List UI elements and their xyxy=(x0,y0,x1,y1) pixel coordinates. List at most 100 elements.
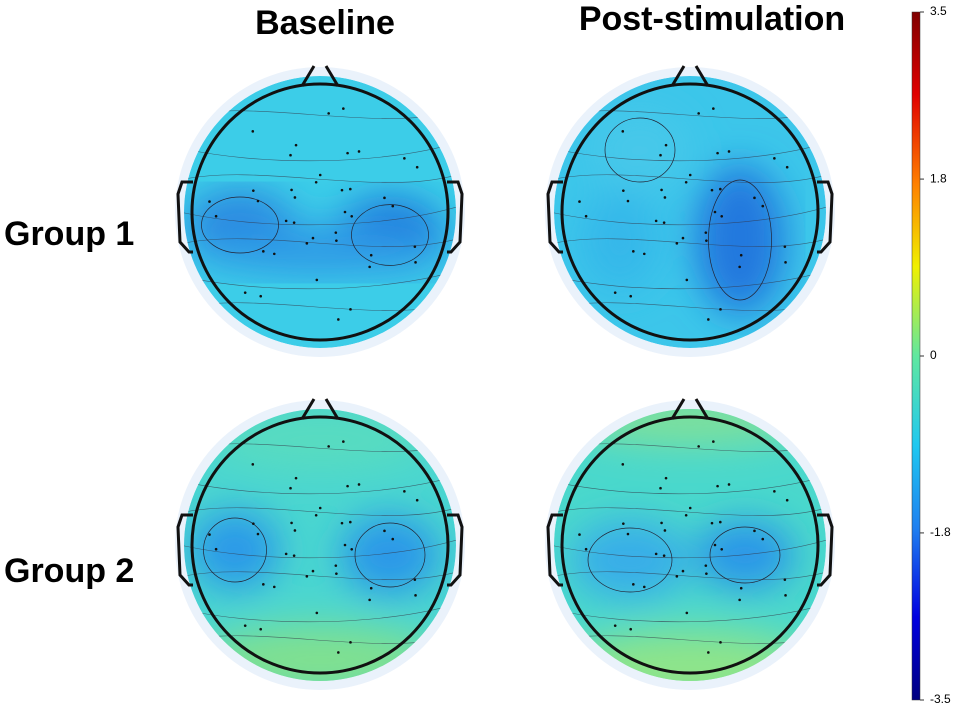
electrode xyxy=(739,253,743,257)
ear xyxy=(817,513,834,587)
electrode xyxy=(284,219,288,223)
electrode xyxy=(688,506,692,510)
column-title: Post-stimulation xyxy=(579,0,845,38)
head-outline xyxy=(190,82,450,342)
electrode xyxy=(753,529,756,533)
electrode xyxy=(243,624,247,627)
electrode xyxy=(349,308,352,311)
electrode xyxy=(414,261,417,264)
electrode xyxy=(314,180,318,184)
nose xyxy=(670,398,710,420)
electrode xyxy=(663,196,667,199)
electrode xyxy=(773,490,776,493)
electrode xyxy=(415,165,419,169)
map-base xyxy=(554,409,826,681)
electrode xyxy=(293,196,297,199)
electrode xyxy=(391,204,395,208)
electrode xyxy=(660,521,663,525)
electrode xyxy=(719,187,722,191)
electrode xyxy=(712,440,715,443)
contour xyxy=(604,117,676,183)
electrode xyxy=(783,578,787,581)
electrode xyxy=(642,585,646,589)
electrode xyxy=(349,641,352,644)
electrode xyxy=(252,522,255,525)
electrode xyxy=(684,180,688,184)
contour xyxy=(554,205,826,226)
colorbar-tick-label: -1.8 xyxy=(930,525,951,539)
blob xyxy=(590,110,690,190)
head-map xyxy=(545,398,835,690)
electrode xyxy=(369,586,373,590)
electrode xyxy=(315,278,319,282)
electrode xyxy=(252,189,255,192)
colorbar-tick-label: 1.8 xyxy=(930,171,947,185)
electrode xyxy=(621,463,625,466)
electrode xyxy=(292,554,296,557)
electrode xyxy=(621,130,625,133)
contour xyxy=(554,474,826,495)
electrode xyxy=(337,651,340,654)
electrode xyxy=(259,294,263,298)
map-fill xyxy=(554,76,826,348)
electrode xyxy=(662,221,666,224)
electrode xyxy=(704,564,708,567)
head-outline xyxy=(560,415,820,675)
electrode xyxy=(713,543,717,547)
electrode xyxy=(292,221,296,224)
ear xyxy=(176,513,193,587)
electrode xyxy=(784,594,787,597)
electrode xyxy=(739,586,743,590)
electrode xyxy=(305,575,309,578)
electrode xyxy=(681,236,685,240)
electrode xyxy=(664,143,668,147)
electrode xyxy=(368,598,371,602)
colorbar-tick-label: 0 xyxy=(930,348,937,362)
electrode xyxy=(343,210,347,214)
blob xyxy=(560,630,820,681)
electrode xyxy=(314,513,318,517)
electrode xyxy=(311,236,315,240)
electrode xyxy=(350,547,354,551)
electrode xyxy=(713,210,717,214)
electrode xyxy=(340,188,344,192)
electrode xyxy=(707,318,710,321)
electrode xyxy=(327,112,330,115)
blob xyxy=(570,520,690,600)
electrode xyxy=(622,522,625,525)
electrode xyxy=(654,552,658,556)
electrode xyxy=(214,547,218,551)
electrode xyxy=(214,214,218,218)
electrode xyxy=(251,130,255,133)
electrode xyxy=(761,204,765,208)
electrode xyxy=(311,569,315,573)
electrode xyxy=(251,463,255,466)
nose xyxy=(300,65,340,87)
ear xyxy=(447,180,464,254)
electrode xyxy=(290,188,293,192)
electrode xyxy=(707,651,710,654)
electrode xyxy=(383,529,386,533)
blob xyxy=(695,165,785,315)
electrode xyxy=(697,112,700,115)
electrode xyxy=(753,196,756,200)
nose xyxy=(300,398,340,420)
electrode xyxy=(403,157,406,160)
electrode xyxy=(346,151,349,155)
electrode xyxy=(684,513,688,517)
electrode xyxy=(289,153,292,157)
electrode xyxy=(335,572,338,575)
electrode xyxy=(334,231,338,234)
electrode xyxy=(720,214,724,218)
electrode xyxy=(719,520,722,524)
electrode xyxy=(629,627,633,631)
contour xyxy=(351,204,429,266)
ear xyxy=(817,180,834,254)
electrode xyxy=(685,278,689,282)
electrode xyxy=(413,245,417,248)
electrode xyxy=(284,552,288,556)
electrode xyxy=(327,445,330,448)
contour xyxy=(201,196,279,254)
electrode xyxy=(659,153,662,157)
electrode xyxy=(710,521,714,525)
